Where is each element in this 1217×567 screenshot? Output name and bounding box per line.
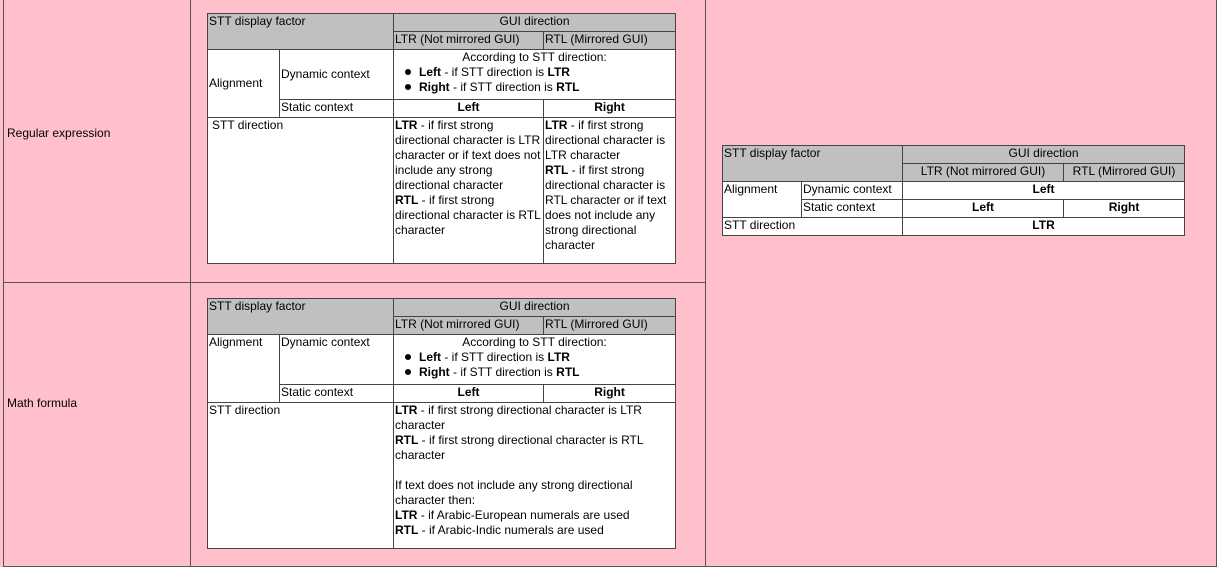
text-segment: - if first strong directional character … [545, 163, 667, 252]
text-line: RTL - if Arabic-Indic numerals are used [395, 523, 674, 538]
static-context-label: Static context [800, 199, 904, 218]
text-segment: - if STT direction is [449, 80, 557, 94]
bold-term: LTR [395, 508, 418, 522]
stt-direction-label: STT direction [721, 217, 904, 236]
bold-term: LTR [395, 118, 418, 132]
text-segment: - if STT direction is [441, 65, 548, 79]
rtl-header: RTL (Mirrored GUI) [543, 316, 677, 335]
alignment-label: Alignment [722, 181, 802, 218]
static-context-label: Static context [278, 99, 395, 118]
bullet-item: Right - if STT direction is RTL [395, 80, 674, 95]
stt-ltr-value: LTR - if first strong directional charac… [393, 117, 545, 264]
text-line: LTR - if first strong directional charac… [395, 118, 542, 193]
text-line [395, 463, 674, 478]
stt-direction-label: STT direction [206, 117, 395, 264]
text-line: If text does not include any strong dire… [395, 478, 674, 508]
text-segment: - if first strong directional character … [395, 118, 541, 192]
ltr-header: LTR (Not mirrored GUI) [902, 163, 1065, 182]
rtl-header: RTL (Mirrored GUI) [1063, 163, 1186, 182]
regex-table: STT display factor GUI direction LTR (No… [206, 13, 677, 264]
row-label-cell-regex [3, 0, 191, 283]
gui-direction-header: GUI direction [393, 13, 677, 32]
static-rtl-value: Right [543, 384, 677, 403]
bold-term: LTR [547, 65, 570, 79]
text-line: RTL - if first strong directional charac… [545, 163, 674, 253]
text-segment: - if first strong directional character … [395, 403, 642, 432]
text-line: RTL - if first strong directional charac… [395, 193, 542, 238]
bold-term: Left [419, 65, 442, 79]
bold-term: RTL [556, 80, 580, 94]
right-cell [705, 0, 1217, 567]
rich-text: LTR - if first strong directional charac… [395, 118, 542, 238]
stt-display-factor-header: STT display factor [206, 13, 395, 50]
stt-direction-value: LTR [902, 217, 1186, 236]
static-context-label: Static context [278, 384, 395, 403]
bold-term: Right [419, 80, 450, 94]
bullet-item: Right - if STT direction is RTL [395, 365, 674, 380]
text-line: LTR - if first strong directional charac… [545, 118, 674, 163]
summary-table: STT display factor GUI direction LTR (No… [721, 145, 1186, 236]
ltr-header: LTR (Not mirrored GUI) [393, 316, 545, 335]
dynamic-context-label: Dynamic context [278, 334, 395, 385]
text-line: LTR - if Arabic-European numerals are us… [395, 508, 674, 523]
bold-term: RTL [556, 365, 580, 379]
bold-term: RTL [395, 523, 419, 537]
rich-text: LTR - if first strong directional charac… [395, 403, 674, 538]
stt-rtl-value: LTR - if first strong directional charac… [543, 117, 677, 264]
row-label-cell-math [3, 282, 191, 567]
text-line: RTL - if first strong directional charac… [395, 433, 674, 463]
dynamic-intro: According to STT direction: [462, 335, 607, 349]
dynamic-context-label: Dynamic context [278, 49, 395, 100]
dynamic-context-value: According to STT direction: Left - if STT… [393, 334, 677, 385]
rtl-header: RTL (Mirrored GUI) [543, 31, 677, 50]
bullet-item: Left - if STT direction is LTR [395, 65, 674, 80]
text-segment: - if Arabic-Indic numerals are used [418, 523, 604, 537]
bold-term: Left [419, 350, 442, 364]
stt-display-factor-header: STT display factor [721, 145, 904, 182]
alignment-label: Alignment [207, 49, 280, 118]
text-segment: If text does not include any strong dire… [395, 478, 633, 507]
text-segment: - if STT direction is [449, 365, 557, 379]
gui-direction-header: GUI direction [393, 298, 677, 317]
bold-term: LTR [395, 403, 418, 417]
alignment-label: Alignment [207, 334, 280, 403]
static-rtl-value: Right [543, 99, 677, 118]
rich-text: Left - if STT direction is LTR Right - if… [395, 350, 674, 380]
math-table: STT display factor GUI direction LTR (No… [206, 298, 677, 549]
rich-text: LTR - if first strong directional charac… [545, 118, 674, 253]
stt-direction-label: STT direction [206, 402, 395, 549]
dynamic-context-value: According to STT direction: Left - if STT… [393, 49, 677, 100]
text-line: LTR - if first strong directional charac… [395, 403, 674, 433]
static-ltr-value: Left [393, 384, 545, 403]
text-segment: - if STT direction is [441, 350, 548, 364]
row-label-math-formula: Math formula [7, 396, 78, 410]
bold-term: RTL [395, 193, 419, 207]
bold-term: RTL [545, 163, 569, 177]
bold-term: RTL [395, 433, 419, 447]
dynamic-context-value: Left [902, 181, 1186, 200]
bold-term: LTR [545, 118, 568, 132]
text-segment: - if first strong directional character … [395, 193, 541, 237]
bold-term: LTR [547, 350, 570, 364]
static-ltr-value: Left [393, 99, 545, 118]
ltr-header: LTR (Not mirrored GUI) [393, 31, 545, 50]
dynamic-context-label: Dynamic context [800, 181, 904, 200]
static-ltr-value: Left [902, 199, 1065, 218]
rich-text: Left - if STT direction is LTR Right - if… [395, 65, 674, 95]
gui-direction-header: GUI direction [902, 145, 1186, 164]
dynamic-intro: According to STT direction: [462, 50, 607, 64]
text-segment: - if Arabic-European numerals are used [417, 508, 630, 522]
stt-display-factor-header: STT display factor [206, 298, 395, 335]
text-segment: - if first strong directional character … [545, 118, 666, 162]
text-segment: - if first strong directional character … [395, 433, 644, 462]
row-label-regular-expression: Regular expression [7, 126, 111, 140]
bold-term: Right [419, 365, 450, 379]
stt-direction-value: LTR - if first strong directional charac… [393, 402, 677, 549]
static-rtl-value: Right [1063, 199, 1186, 218]
bullet-item: Left - if STT direction is LTR [395, 350, 674, 365]
